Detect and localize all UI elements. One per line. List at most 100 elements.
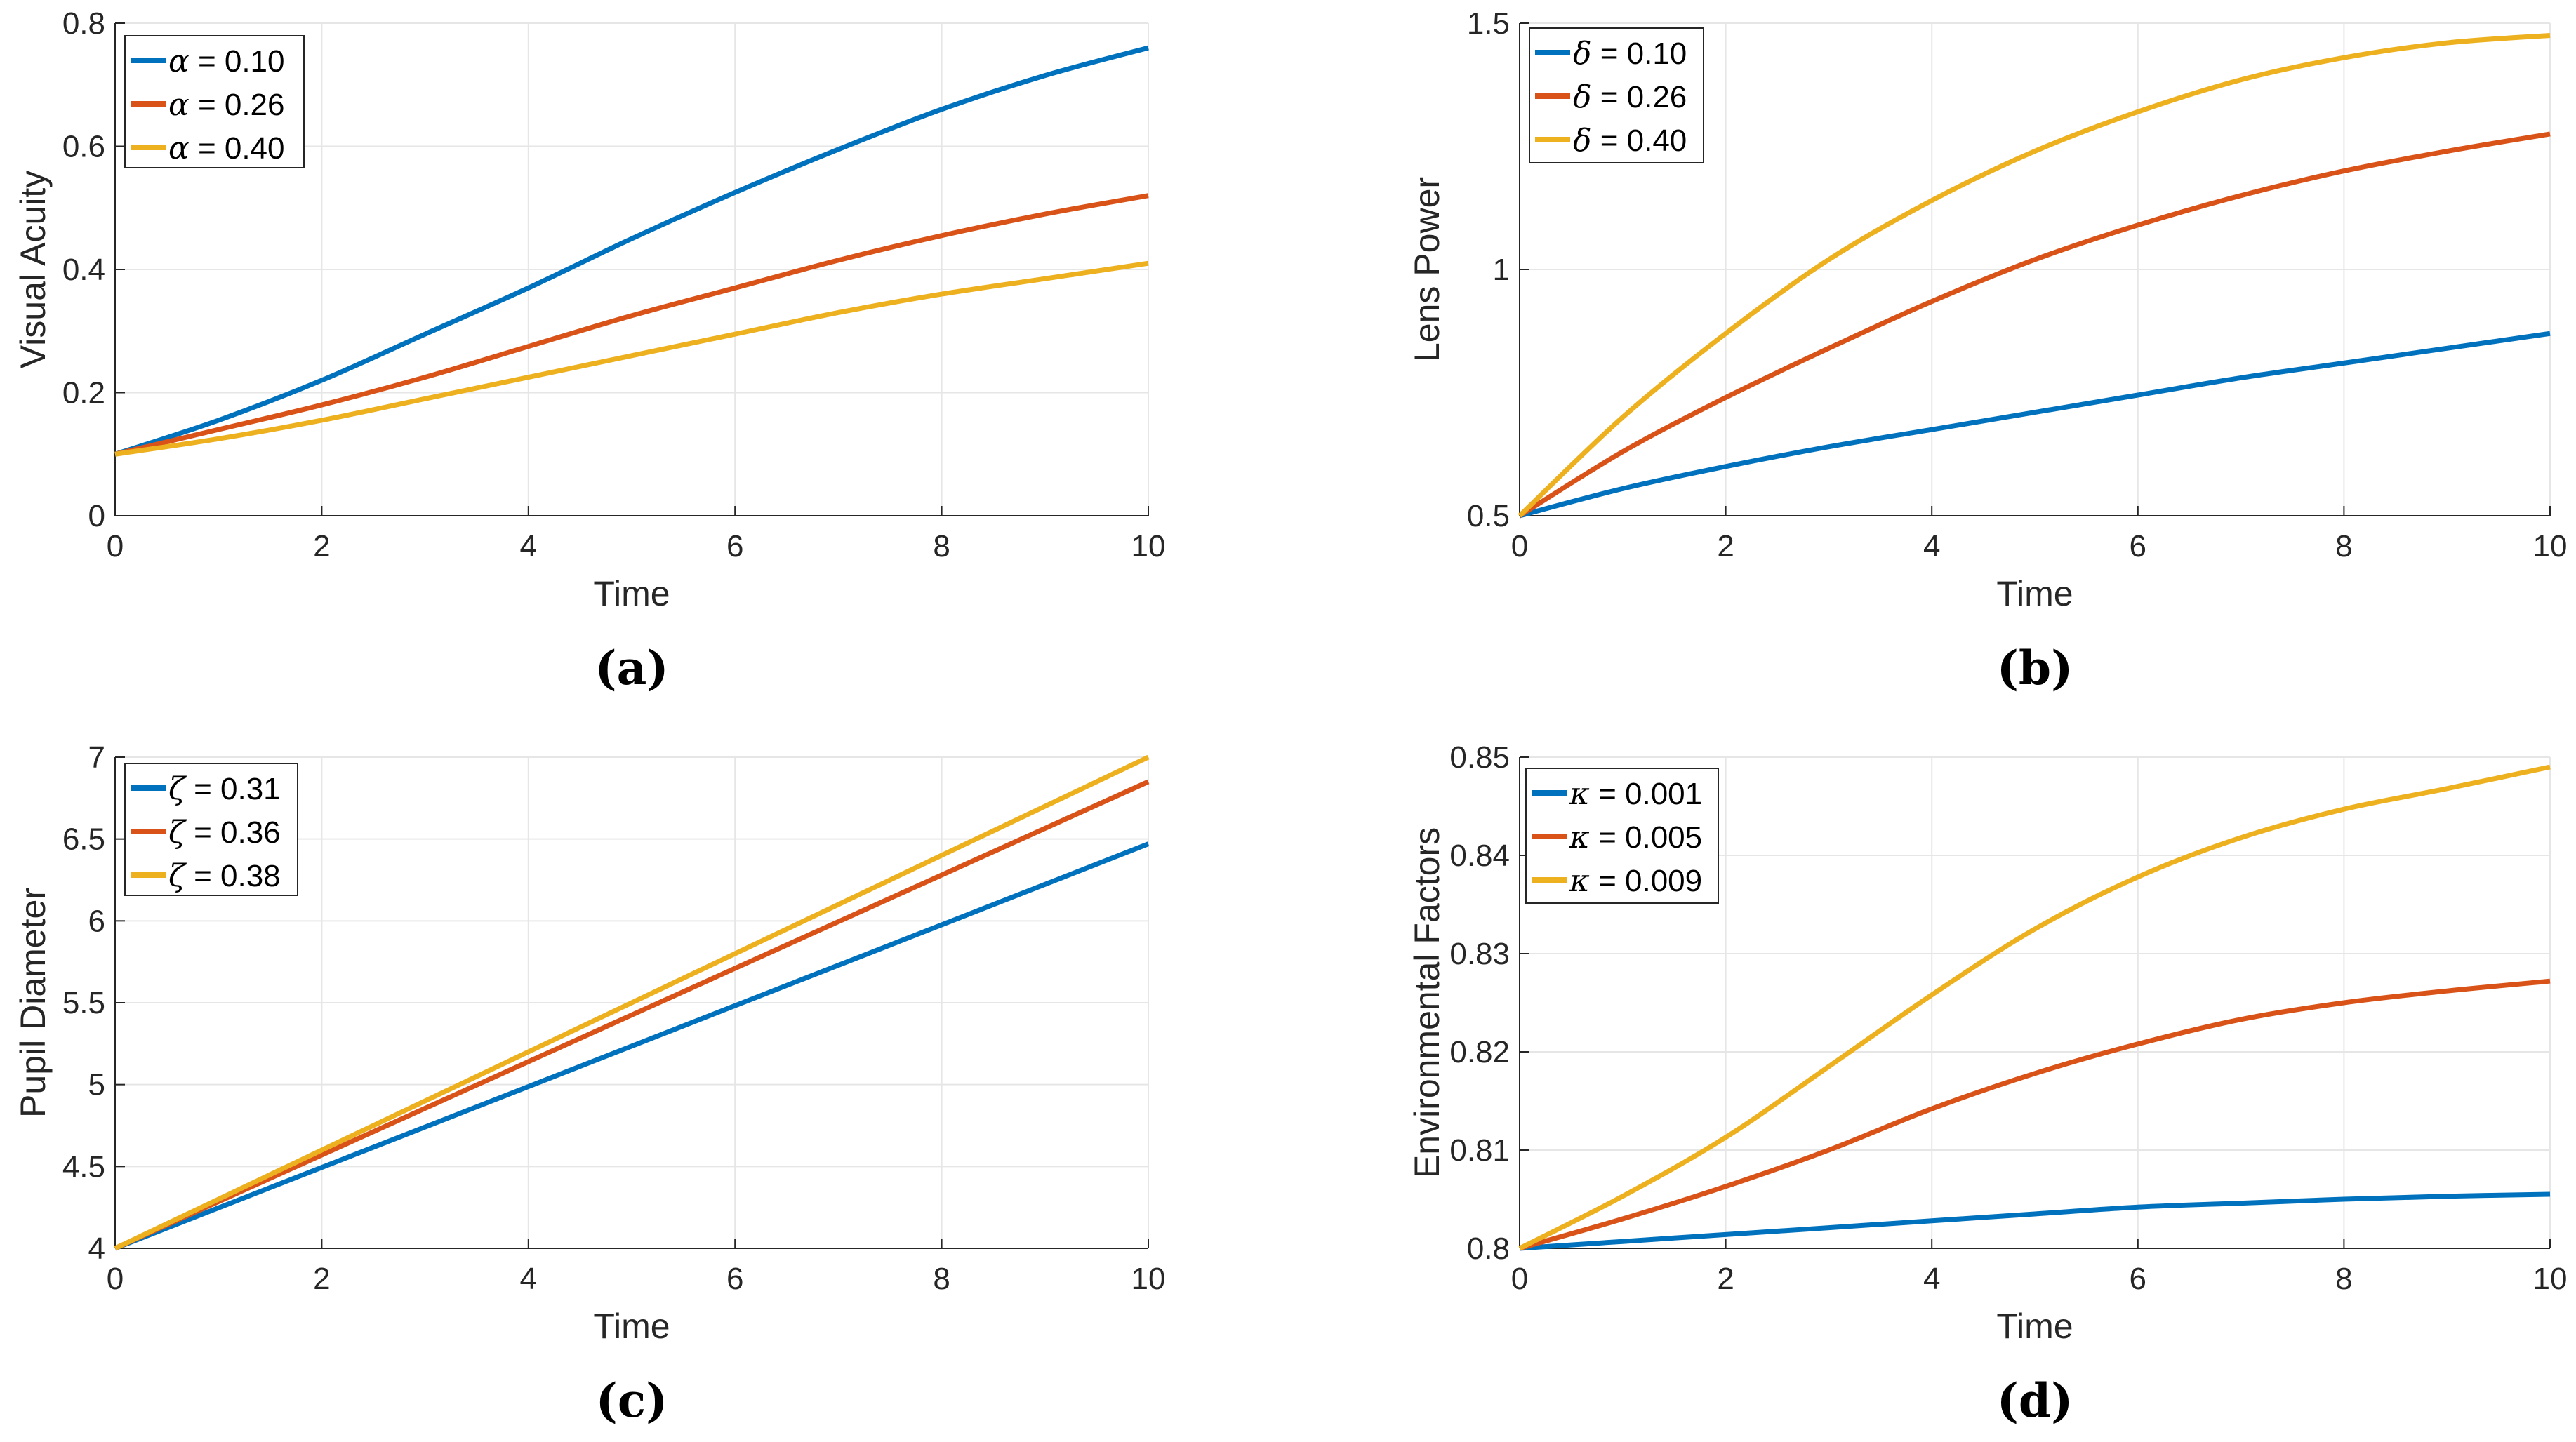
x-tick-label: 8 [2335,529,2352,563]
series-line-2 [114,779,1150,1251]
x-tick-label: 10 [1131,1262,1166,1296]
series-line-3 [1518,764,2551,1251]
y-tick-label: 4.5 [62,1149,105,1184]
legend-entry-3: α = 0.40 [168,131,285,166]
legend-label: = 0.36 [185,815,281,850]
y-tick-label: 0.2 [62,376,105,410]
legend-label: = 0.26 [190,88,285,122]
x-tick-label: 10 [1131,529,1166,563]
legend-symbol: κ [1569,820,1590,855]
y-tick-label: 0.5 [1467,499,1510,533]
y-axis-label: Environmental Factors [1407,827,1447,1178]
series-line-3 [114,260,1149,457]
y-tick-label: 1 [1493,253,1510,287]
legend-entry-2: α = 0.26 [168,87,285,123]
x-axis-label: Time [1996,574,2073,613]
legend: ζ = 0.31ζ = 0.36ζ = 0.38 [124,763,298,896]
y-axis-label: Pupil Diameter [13,888,53,1118]
series-line-2 [114,193,1149,457]
series-line-2 [1519,978,2551,1251]
x-tick-label: 0 [1511,529,1528,563]
y-tick-label: 6 [88,904,105,938]
x-tick-label: 6 [726,1262,743,1296]
x-tick-label: 8 [2335,1262,2352,1296]
x-tick-label: 6 [2130,529,2146,563]
panel-caption: (d) [1997,1373,2073,1428]
panel-caption: (b) [1997,641,2073,695]
x-axis-label: Time [1996,1307,2073,1346]
legend-entry-3: κ = 0.009 [1569,863,1702,899]
panel-caption: (c) [596,1373,668,1428]
x-tick-label: 4 [1923,529,1940,563]
y-tick-label: 0.82 [1449,1035,1510,1069]
legend-entry-1: κ = 0.001 [1569,776,1702,812]
y-tick-label: 0.81 [1449,1133,1510,1168]
panel-caption: (a) [595,641,668,695]
legend-symbol: α [168,131,190,166]
legend-symbol: δ [1573,36,1592,72]
legend-entry-2: κ = 0.005 [1569,820,1702,855]
legend-entry-1: δ = 0.10 [1573,36,1687,72]
legend-label: = 0.009 [1590,864,1702,898]
y-tick-label: 5 [88,1068,105,1102]
legend-symbol: ζ [168,771,187,807]
legend-symbol: δ [1573,123,1592,159]
x-tick-label: 4 [520,1262,537,1296]
series-line-3 [1518,33,2551,518]
series-line-1 [1519,1191,2551,1251]
y-axis-label: Visual Acuity [13,171,53,369]
legend-symbol: κ [1569,776,1590,812]
x-tick-label: 8 [933,1262,950,1296]
legend-symbol: δ [1573,79,1592,115]
y-tick-label: 0.4 [62,253,105,287]
legend: α = 0.10α = 0.26α = 0.40 [124,35,305,168]
x-tick-label: 2 [313,529,330,563]
x-axis-label: Time [593,574,670,613]
x-tick-label: 2 [1717,529,1734,563]
legend-symbol: κ [1569,863,1590,899]
y-tick-label: 5.5 [62,986,105,1020]
legend-symbol: α [168,87,190,123]
y-tick-label: 0.8 [1467,1231,1510,1266]
y-tick-label: 1.5 [1467,6,1510,41]
legend-symbol: ζ [168,815,187,850]
chart-panel-d: 0 2 4 6 8 10 0.8 0.81 0.82 0.83 0.84 0.85 Time Enviro… [1407,740,2567,1428]
series-line-1 [1519,331,2551,519]
series-line-1 [114,45,1149,457]
series-line-2 [1518,131,2551,518]
legend-label: = 0.40 [190,131,285,166]
legend-symbol: ζ [168,858,187,894]
series-line-1 [114,841,1150,1251]
x-tick-label: 4 [1923,1262,1940,1296]
y-tick-label: 0 [88,499,105,533]
legend-symbol: α [168,44,190,79]
y-tick-label: 0.84 [1449,839,1510,873]
legend: δ = 0.10δ = 0.26δ = 0.40 [1529,27,1704,163]
y-tick-label: 7 [88,740,105,775]
chart-panel-a: 0 2 4 6 8 10 0 0.2 0.4 0.6 0.8 Time Visual Acuity (a)… [13,6,1165,695]
legend-entry-3: δ = 0.40 [1573,123,1687,159]
chart-panel-c: 0 2 4 6 8 10 4 4.5 5 5.5 6 6.5 7 Time Pupil Diameter (c… [13,740,1165,1428]
x-tick-label: 6 [2130,1262,2146,1296]
legend-entry-1: α = 0.10 [168,44,285,79]
legend-entry-2: δ = 0.26 [1573,79,1687,115]
legend-label: = 0.10 [1592,36,1687,71]
legend-entry-3: ζ = 0.38 [168,858,281,894]
legend-label: = 0.38 [185,859,281,893]
legend-label: = 0.40 [1592,123,1687,158]
y-tick-label: 6.5 [62,822,105,857]
x-tick-label: 10 [2533,529,2568,563]
legend-label: = 0.005 [1590,820,1702,855]
y-axis-label: Lens Power [1407,177,1447,362]
legend-label: = 0.31 [185,772,281,806]
x-tick-label: 0 [1511,1262,1528,1296]
legend-label: = 0.26 [1592,80,1687,114]
legend-label: = 0.001 [1590,777,1702,811]
x-tick-label: 0 [107,529,124,563]
series-line-3 [114,754,1150,1251]
x-tick-label: 4 [520,529,537,563]
y-tick-label: 4 [88,1231,105,1266]
